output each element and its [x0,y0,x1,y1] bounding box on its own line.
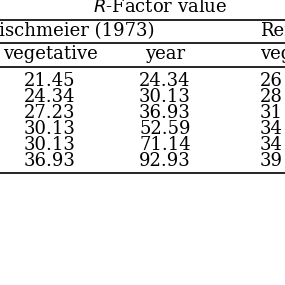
Text: 21.45: 21.45 [24,72,76,90]
Text: Wischmeier (1973): Wischmeier (1973) [0,22,155,40]
Text: 31: 31 [260,104,283,122]
Text: 36.93: 36.93 [139,104,191,122]
Text: 39: 39 [260,152,283,170]
Text: vege: vege [260,45,285,63]
Text: $\mathit{R}$-Factor value: $\mathit{R}$-Factor value [93,0,227,16]
Text: 30.13: 30.13 [24,136,76,154]
Text: 36.93: 36.93 [24,152,76,170]
Text: Rena: Rena [260,22,285,40]
Text: 27.23: 27.23 [24,104,76,122]
Text: 34: 34 [260,136,283,154]
Text: 52.59: 52.59 [139,120,191,138]
Text: vegetative: vegetative [3,45,97,63]
Text: year: year [145,45,185,63]
Text: 71.14: 71.14 [139,136,191,154]
Text: 30.13: 30.13 [139,88,191,106]
Text: 92.93: 92.93 [139,152,191,170]
Text: 30.13: 30.13 [24,120,76,138]
Text: 26: 26 [260,72,283,90]
Text: 24.34: 24.34 [24,88,76,106]
Text: 24.34: 24.34 [139,72,191,90]
Text: 34: 34 [260,120,283,138]
Text: 28: 28 [260,88,283,106]
